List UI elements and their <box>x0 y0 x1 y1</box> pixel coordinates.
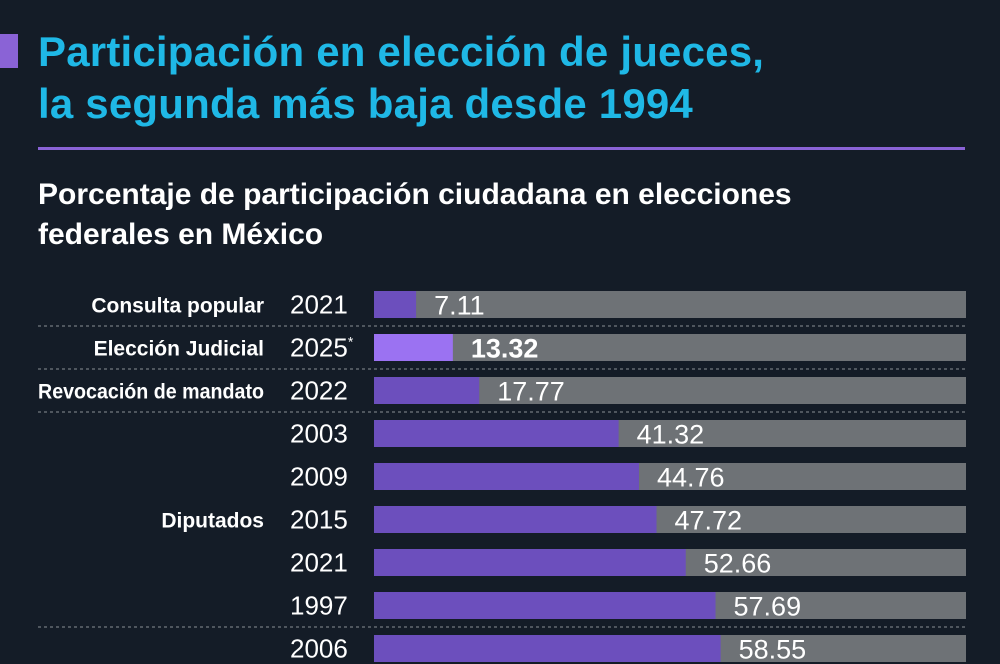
bar <box>374 291 417 318</box>
year-label: 2003 <box>290 419 348 449</box>
subtitle-line-2: federales en México <box>38 218 324 251</box>
year-label: 2025* <box>290 333 354 363</box>
bar <box>374 463 639 490</box>
category-label: Diputados <box>161 510 264 533</box>
chart-subtitle: Porcentaje de participación ciudadana en… <box>38 175 792 255</box>
year-label: 2022 <box>290 376 348 406</box>
category-label: Revocación de mandato <box>38 381 264 404</box>
bar <box>374 334 453 361</box>
year-label: 2021 <box>290 290 348 320</box>
data-label: 13.32 <box>471 334 539 364</box>
year-label: 1997 <box>290 591 348 621</box>
data-label: 57.69 <box>734 592 802 622</box>
data-label: 17.77 <box>497 377 565 407</box>
page-title: Participación en elección de jueces, la … <box>38 26 764 130</box>
year-label: 2015 <box>290 505 348 535</box>
bar <box>374 549 686 576</box>
title-line-2: la segunda más baja desde 1994 <box>38 80 693 127</box>
bar-track <box>374 291 966 318</box>
subtitle-line-1: Porcentaje de participación ciudadana en… <box>38 178 792 211</box>
data-label: 58.55 <box>739 635 807 664</box>
bar <box>374 506 657 533</box>
bar <box>374 377 480 404</box>
data-label: 52.66 <box>704 549 772 579</box>
year-label: 2009 <box>290 462 348 492</box>
bar <box>374 592 716 619</box>
year-note: * <box>348 334 354 350</box>
data-label: 44.76 <box>657 463 725 493</box>
data-label: 7.11 <box>434 291 485 321</box>
bar-track <box>374 334 966 361</box>
title-divider <box>38 147 965 150</box>
category-label: Elección Judicial <box>94 338 264 361</box>
bar <box>374 635 721 662</box>
year-label: 2021 <box>290 548 348 578</box>
title-line-1: Participación en elección de jueces, <box>38 28 765 75</box>
category-label: Consulta popular <box>91 295 264 318</box>
year-label: 2006 <box>290 634 348 664</box>
data-label: 47.72 <box>675 506 743 536</box>
accent-square <box>0 34 18 68</box>
data-label: 41.32 <box>637 420 705 450</box>
bar <box>374 420 619 447</box>
